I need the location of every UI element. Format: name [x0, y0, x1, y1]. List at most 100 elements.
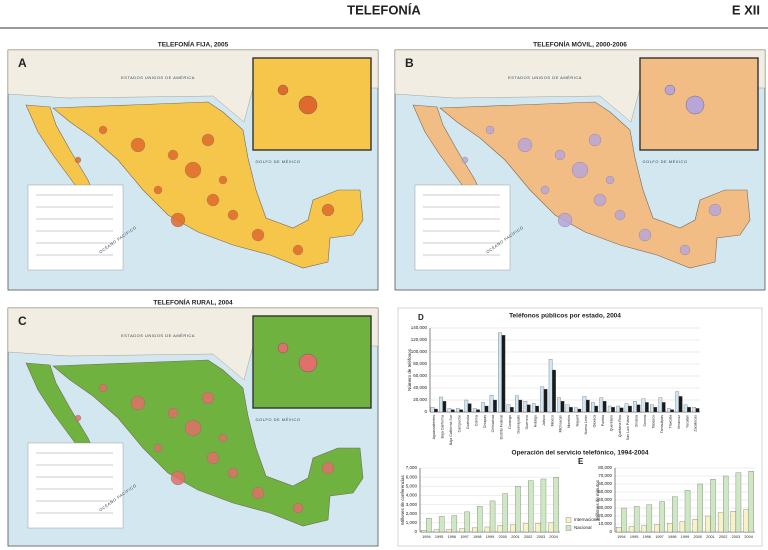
map-symbol: [321, 203, 335, 217]
bar: [484, 405, 489, 413]
map-symbol: [206, 451, 220, 465]
bar: [717, 512, 724, 533]
bar: [735, 472, 742, 533]
map-symbol: [218, 175, 228, 185]
bar: [678, 396, 683, 413]
map-symbol: [679, 244, 691, 256]
bar: [710, 479, 716, 533]
x-tick-label: 1996: [643, 535, 651, 539]
legend-box: [414, 184, 511, 271]
bar: [552, 369, 556, 413]
map-label: ESTADOS UNIDOS DE AMÉRICA: [508, 75, 582, 80]
bar: [646, 504, 653, 533]
bar: [743, 509, 749, 533]
chart-title: Operación del servicio telefónico, 1994-…: [512, 450, 649, 457]
bar: [442, 401, 447, 413]
bar: [510, 524, 516, 533]
x-tick-label: 1999: [681, 535, 689, 539]
bar: [697, 483, 703, 533]
x-tick-label: 1994: [422, 535, 430, 539]
map-symbol: [98, 125, 108, 135]
y-tick-label: 5,000: [406, 483, 418, 488]
bar: [667, 523, 673, 533]
legend-box: [27, 184, 124, 271]
bar: [602, 401, 607, 413]
y-tick-label: 100,000: [411, 349, 428, 354]
y-tick-label: 3,000: [406, 502, 418, 507]
map-symbol: [170, 212, 186, 228]
panel-letter: D: [418, 313, 424, 322]
map-title: TELEFONÍA MÓVIL, 2000-2006: [533, 40, 627, 49]
bar: [522, 523, 529, 533]
bar: [594, 405, 599, 413]
bar: [672, 496, 678, 533]
x-tick-label: Nayarit: [576, 415, 580, 426]
map-symbol: [227, 209, 239, 221]
x-tick-label: 1995: [630, 535, 638, 539]
page-number: E XII: [732, 2, 760, 17]
bar: [421, 530, 427, 533]
y-tick-label: 1,000: [406, 520, 418, 525]
x-tick-label: Michoacán: [559, 415, 563, 432]
bar: [591, 402, 595, 413]
bar: [426, 518, 432, 533]
bar: [621, 507, 627, 533]
page-title: TELEFONÍA: [347, 2, 421, 17]
y-axis-title: Millones de conferencias: [400, 474, 405, 524]
bar: [695, 408, 700, 413]
bar: [653, 407, 658, 413]
bar: [654, 524, 660, 533]
bar: [472, 527, 478, 533]
y-tick-label: 30,000: [598, 505, 612, 510]
bar: [645, 402, 649, 413]
bar: [502, 493, 508, 533]
land: [439, 101, 751, 269]
bar: [628, 405, 632, 413]
map-symbol: [153, 443, 163, 453]
bar: [748, 471, 754, 533]
bar: [481, 402, 485, 413]
y-tick-label: 60,000: [413, 373, 427, 378]
bar: [548, 359, 553, 413]
map-label: GOLFO DE MÉXICO: [255, 417, 300, 422]
x-tick-label: Sonora: [643, 415, 647, 427]
map-symbol: [201, 133, 215, 147]
x-tick-label: Colima: [474, 415, 478, 426]
x-tick-label: Tamaulipas: [660, 415, 664, 433]
inset-symbol: [298, 353, 318, 373]
x-tick-label: 2003: [537, 535, 545, 539]
bar: [489, 500, 496, 533]
x-tick-label: Zacatecas: [694, 415, 698, 432]
x-tick-label: 1997: [460, 535, 468, 539]
x-tick-label: Baja California: [441, 415, 445, 438]
bar: [616, 527, 622, 533]
bar: [565, 404, 570, 413]
bar: [641, 398, 646, 413]
x-tick-label: Tabasco: [652, 415, 656, 428]
bar: [705, 515, 711, 533]
y-tick-label: 0: [414, 529, 417, 534]
legend-label: Internacional: [574, 517, 600, 522]
bar: [489, 395, 494, 413]
map-symbol: [540, 185, 550, 195]
bar: [433, 529, 440, 533]
x-tick-label: 2002: [524, 535, 532, 539]
x-tick-label: 1996: [448, 535, 456, 539]
y-tick-label: 80,000: [413, 361, 427, 366]
bar: [577, 408, 582, 413]
x-tick-label: Campeche: [457, 415, 461, 432]
inset-map: [252, 315, 372, 409]
bar: [569, 407, 573, 413]
map-symbol: [218, 433, 228, 443]
bar: [607, 405, 612, 413]
bar: [484, 526, 491, 533]
map-label: ESTADOS UNIDOS DE AMÉRICA: [121, 333, 195, 338]
bar: [528, 480, 534, 533]
x-tick-label: 1995: [435, 535, 443, 539]
bar: [582, 396, 587, 413]
panel-letter: B: [405, 56, 414, 70]
x-tick-label: Sinaloa: [635, 415, 639, 427]
x-tick-label: Nuevo León: [584, 415, 588, 434]
bar: [679, 521, 686, 533]
x-tick-label: 2001: [511, 535, 519, 539]
